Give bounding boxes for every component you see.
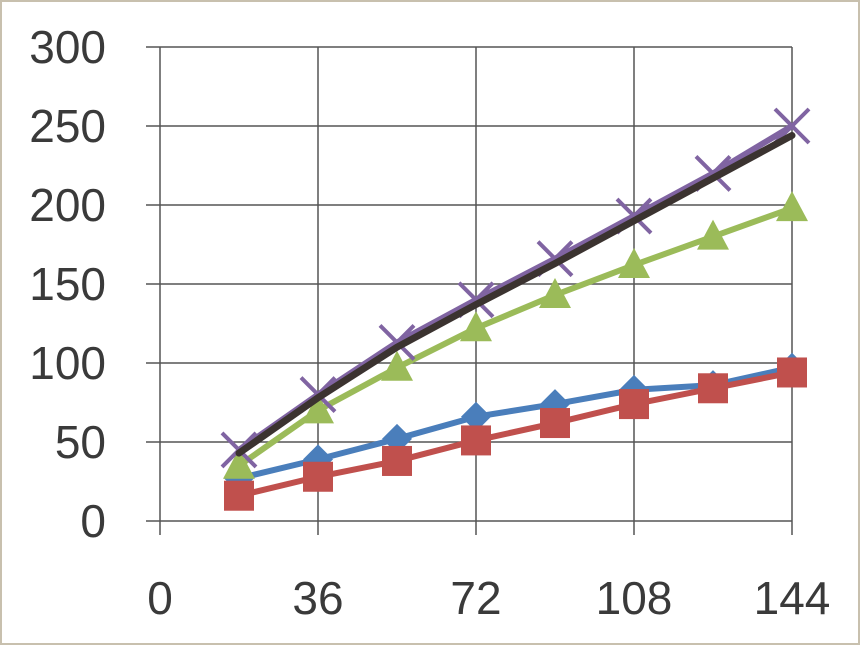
series-3-line: [236, 205, 795, 469]
x-tick-label: 36: [292, 572, 343, 624]
series-3-point: [618, 248, 650, 279]
series-group: [220, 107, 811, 511]
series-2-point: [303, 461, 333, 492]
series-3-point: [381, 350, 413, 381]
series-4-point: [773, 107, 811, 145]
x-tick-label: 0: [147, 572, 173, 624]
series-3-point: [302, 393, 334, 424]
y-tick-label: 0: [80, 495, 106, 547]
series-2-point: [698, 373, 728, 404]
y-tick-label: 100: [29, 337, 106, 389]
series-2: [224, 357, 807, 511]
series-2-point: [619, 389, 649, 420]
series-2-point: [540, 408, 570, 439]
series-3-point: [223, 448, 255, 479]
y-tick-label: 250: [29, 100, 106, 152]
series-3: [223, 191, 808, 479]
series-5: [235, 131, 796, 457]
series-3-point: [697, 219, 729, 250]
y-axis-tick-labels: 0 50 100 150 200 250 300: [29, 21, 106, 547]
series-3-point: [776, 191, 808, 222]
series-2-point: [777, 357, 807, 388]
series-3-point: [460, 311, 492, 342]
series-2-point: [461, 425, 491, 456]
x-tick-label: 72: [450, 572, 501, 624]
series-2-point: [224, 480, 254, 511]
series-5-line: [235, 131, 796, 457]
y-tick-label: 50: [55, 416, 106, 468]
series-1-point: [461, 401, 491, 432]
y-tick-label: 150: [29, 258, 106, 310]
x-axis-tick-labels: 0 36 72 108 144: [147, 572, 830, 624]
y-tick-label: 200: [29, 179, 106, 231]
series-2-point: [382, 445, 412, 476]
y-tick-label: 300: [29, 21, 106, 73]
x-tick-label: 144: [754, 572, 831, 624]
series-3-point: [539, 278, 571, 309]
x-tick-label: 108: [596, 572, 673, 624]
